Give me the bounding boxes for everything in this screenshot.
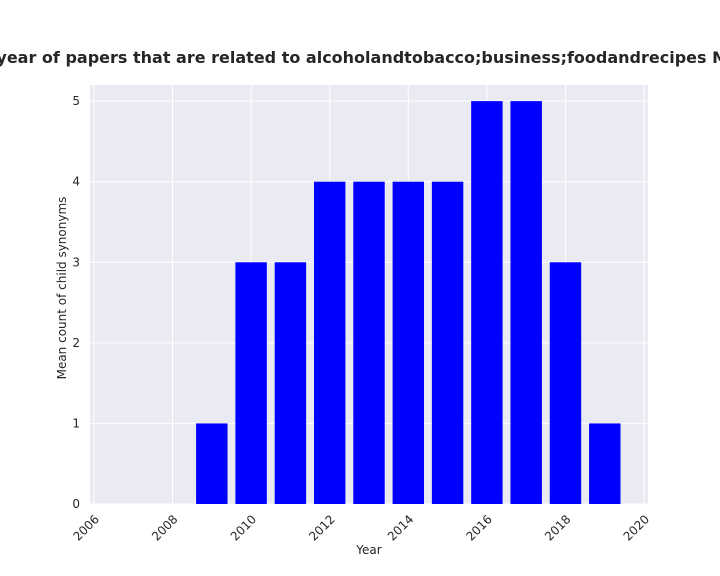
x-tick-label: 2018: [542, 512, 573, 543]
bar-2013: [353, 181, 385, 504]
y-tick-label: 2: [72, 336, 80, 350]
x-tick-label: 2006: [70, 512, 101, 543]
x-tick-label: 2020: [621, 512, 652, 543]
bar-2011: [274, 262, 307, 504]
bar-2015: [431, 181, 464, 504]
chart-title: Mean count of child synonyms per year of…: [0, 48, 720, 67]
y-axis-label: Mean count of child synonyms: [55, 197, 69, 380]
bar-2014: [392, 181, 425, 504]
x-tick-label: 2014: [385, 512, 416, 543]
bar-2010: [235, 262, 267, 504]
y-tick-label: 3: [72, 255, 80, 269]
x-tick-label: 2012: [306, 512, 337, 543]
bar-2019: [589, 423, 621, 504]
bars: [196, 101, 621, 504]
y-tick-label: 1: [72, 416, 80, 430]
bar-2012: [313, 181, 346, 504]
bar-2018: [549, 262, 582, 504]
x-tick-label: 2016: [463, 512, 494, 543]
y-tick-label: 4: [72, 175, 80, 189]
x-axis-label: Year: [355, 543, 381, 557]
x-tick-label: 2010: [228, 512, 259, 543]
y-tick-label: 0: [72, 497, 80, 511]
bar-2009: [196, 423, 228, 504]
y-axis-ticks: 0 1 2 3 4 5: [72, 94, 80, 511]
x-tick-label: 2008: [149, 512, 180, 543]
bar-2017: [510, 101, 542, 504]
bar-2016: [471, 101, 503, 504]
x-axis-ticks: 2006 2008 2010 2012 2014 2016 2018 2020: [70, 512, 652, 543]
y-tick-label: 5: [72, 94, 80, 108]
